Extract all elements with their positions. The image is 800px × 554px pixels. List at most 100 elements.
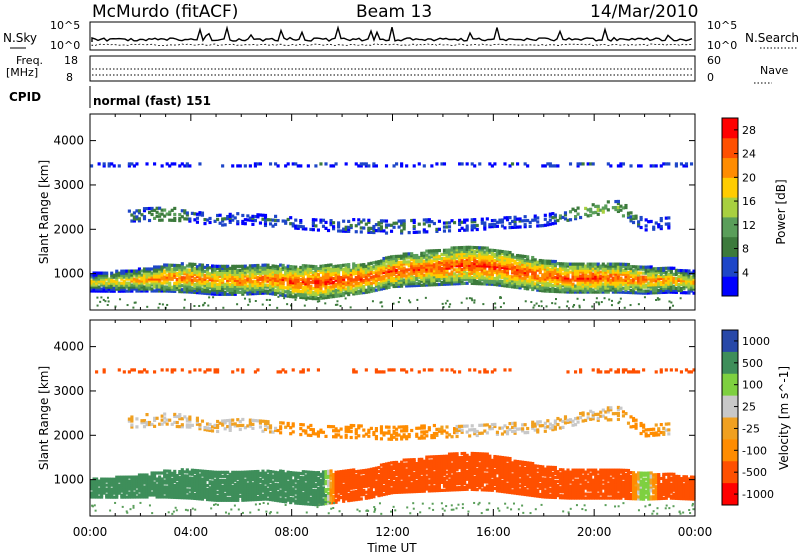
heatmap-cell: [420, 265, 424, 269]
heatmap-cell: [314, 271, 318, 275]
heatmap-cell: [223, 496, 227, 500]
heatmap-cell: [664, 288, 668, 292]
heatmap-cell: [500, 251, 505, 256]
heatmap-cell: [276, 279, 280, 283]
heatmap-cell: [183, 268, 187, 272]
heatmap-cell: [416, 298, 419, 301]
heatmap-cell: [558, 264, 562, 268]
heatmap-cell: [521, 282, 525, 286]
heatmap-cell: [644, 283, 648, 287]
heatmap-cell: [614, 270, 618, 274]
heatmap-cell: [669, 280, 673, 284]
heatmap-cell: [473, 261, 477, 266]
heatmap-cell: [533, 216, 537, 220]
heatmap-cell: [158, 283, 162, 287]
heatmap-cell: [543, 213, 547, 217]
heatmap-cell: [258, 221, 263, 225]
heatmap-cell: [435, 255, 439, 259]
heatmap-cell: [301, 264, 305, 268]
heatmap-cell: [117, 275, 121, 279]
heatmap-cell: [553, 267, 557, 272]
heatmap-cell: [120, 289, 124, 293]
heatmap-cell: [352, 284, 356, 288]
heatmap-cell: [596, 206, 600, 210]
heatmap-cell: [382, 256, 386, 261]
heatmap-cell: [100, 481, 104, 485]
heatmap-cell: [165, 267, 169, 271]
heatmap-cell: [213, 484, 217, 488]
heatmap-cell: [185, 213, 189, 217]
heatmap-cell: [251, 474, 255, 478]
heatmap-cell: [178, 268, 182, 272]
heatmap-cell: [488, 258, 492, 262]
heatmap-cell: [337, 282, 341, 286]
heatmap-cell: [503, 264, 507, 268]
heatmap-cell: [400, 223, 404, 227]
heatmap-cell: [458, 262, 462, 266]
heatmap-cell: [586, 278, 590, 282]
heatmap-cell: [137, 281, 142, 285]
heatmap-cell: [493, 278, 497, 283]
heatmap-cell: [90, 491, 94, 495]
heatmap-cell: [662, 286, 666, 290]
heatmap-cell: [389, 281, 394, 285]
heatmap-cell: [470, 249, 474, 254]
heatmap-cell: [412, 264, 416, 268]
heatmap-cell: [389, 229, 394, 233]
heatmap-cell: [256, 471, 260, 476]
heatmap-cell: [568, 210, 573, 214]
heatmap-cell: [286, 290, 290, 294]
heatmap-cell: [480, 268, 484, 272]
heatmap-cell: [412, 282, 416, 286]
heatmap-cell: [377, 227, 381, 231]
heatmap-cell: [493, 262, 497, 267]
heatmap-cell: [556, 272, 560, 276]
heatmap-cell: [478, 254, 482, 258]
heatmap-cell: [352, 290, 356, 294]
heatmap-cell: [185, 490, 189, 494]
heatmap-cell: [460, 162, 464, 166]
heatmap-cell: [639, 271, 643, 275]
heatmap-cell: [541, 259, 545, 263]
heatmap-cell: [374, 288, 378, 292]
heatmap-cell: [168, 491, 172, 495]
heatmap-cell: [326, 287, 331, 291]
heatmap-cell: [400, 276, 404, 280]
heatmap-cell: [483, 276, 487, 280]
heatmap-cell: [198, 289, 202, 293]
heatmap-cell: [236, 496, 240, 500]
heatmap-cell: [637, 281, 641, 285]
heatmap-cell: [495, 220, 499, 224]
heatmap-cell: [271, 484, 275, 488]
heatmap-cell: [674, 288, 678, 292]
heatmap-cell: [203, 485, 207, 489]
heatmap-cell: [314, 285, 318, 289]
heatmap-cell: [458, 272, 462, 276]
heatmap-cell: [233, 492, 237, 496]
heatmap-cell: [422, 253, 426, 257]
heatmap-cell: [291, 269, 295, 273]
heatmap-cell: [563, 272, 568, 276]
heatmap-cell: [432, 257, 436, 261]
heatmap-cell: [639, 164, 643, 168]
heatmap-cell: [261, 265, 265, 269]
heatmap-cell: [326, 267, 331, 271]
heatmap-cell: [357, 271, 361, 275]
heatmap-cell: [140, 475, 144, 479]
heatmap-cell: [402, 223, 406, 227]
heatmap-cell: [195, 267, 199, 271]
heatmap-cell: [667, 276, 671, 280]
heatmap-cell: [392, 268, 396, 273]
heatmap-cell: [183, 494, 187, 498]
heatmap-cell: [619, 286, 623, 290]
heatmap-cell: [470, 271, 474, 276]
heatmap-cell: [468, 249, 472, 253]
heatmap-cell: [445, 270, 449, 274]
heatmap-cell: [178, 219, 182, 223]
heatmap-cell: [485, 278, 489, 282]
heatmap-cell: [425, 220, 429, 224]
heatmap-cell: [357, 289, 361, 293]
heatmap-cell: [427, 277, 431, 281]
heatmap-cell: [422, 255, 426, 259]
heatmap-cell: [510, 279, 515, 283]
